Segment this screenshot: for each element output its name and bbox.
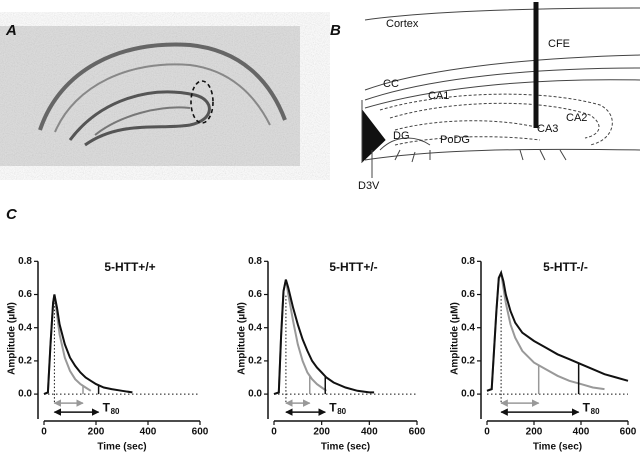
y-tick-label: 0.8 bbox=[18, 256, 32, 267]
x-tick-label: 200 bbox=[313, 427, 330, 438]
diagram-label: CC bbox=[383, 78, 399, 90]
y-tick-label: 0.6 bbox=[461, 289, 475, 300]
diagram-label: CA2 bbox=[566, 112, 587, 124]
y-tick-label: 0.0 bbox=[18, 389, 32, 400]
y-axis-label: Amplitude (μM) bbox=[237, 302, 248, 375]
x-tick-label: 400 bbox=[573, 427, 590, 438]
diagram-label: PoDG bbox=[440, 134, 470, 146]
annotation-subscript: 80 bbox=[337, 407, 346, 416]
y-tick-label: 0.2 bbox=[18, 356, 32, 367]
chart-title: 5-HTT+/+ bbox=[104, 260, 155, 274]
series-line bbox=[486, 269, 629, 392]
y-tick-label: 0.6 bbox=[18, 289, 32, 300]
annotation-subscript: 80 bbox=[591, 407, 600, 416]
x-axis-label: Time (sec) bbox=[97, 442, 146, 453]
panel-b-diagram bbox=[361, 2, 640, 178]
y-tick-label: 0.8 bbox=[248, 256, 262, 267]
annotation: T bbox=[103, 400, 111, 414]
diagram-label: CA1 bbox=[428, 90, 449, 102]
chart-title: 5-HTT+/- bbox=[329, 260, 377, 274]
x-tick-label: 200 bbox=[88, 427, 105, 438]
chart: 5-HTT+/- Amplitude (μM) Time (sec) 0.0 0.2 0.… bbox=[237, 256, 426, 453]
y-axis-label: Amplitude (μM) bbox=[7, 302, 18, 375]
x-tick-label: 0 bbox=[41, 427, 47, 438]
x-tick-label: 0 bbox=[484, 427, 490, 438]
chart: 5-HTT+/+ Amplitude (μM) Time (sec) 0.0 0.2 0.… bbox=[7, 256, 209, 453]
chart: 5-HTT-/- Amplitude (μM) Time (sec) 0.0 0.2 0.… bbox=[450, 256, 637, 453]
chart-title: 5-HTT-/- bbox=[543, 260, 588, 274]
series-line bbox=[43, 294, 133, 396]
y-tick-label: 0.0 bbox=[248, 389, 262, 400]
diagram-label: CA3 bbox=[537, 123, 558, 135]
y-tick-label: 0.8 bbox=[461, 256, 475, 267]
x-tick-label: 0 bbox=[271, 427, 277, 438]
x-tick-label: 400 bbox=[361, 427, 378, 438]
diagram-label: D3V bbox=[358, 180, 380, 192]
x-tick-label: 200 bbox=[526, 427, 543, 438]
y-tick-label: 0.2 bbox=[461, 356, 475, 367]
x-tick-label: 600 bbox=[620, 427, 637, 438]
y-axis-label: Amplitude (μM) bbox=[450, 302, 461, 375]
x-tick-label: 400 bbox=[140, 427, 157, 438]
x-axis-label: Time (sec) bbox=[533, 442, 582, 453]
y-tick-label: 0.4 bbox=[18, 322, 32, 333]
panel-label: A bbox=[5, 22, 17, 39]
annotation: T bbox=[583, 400, 591, 414]
series-line bbox=[273, 279, 375, 396]
x-tick-label: 600 bbox=[409, 427, 426, 438]
panel-label: C bbox=[6, 206, 18, 223]
panel-label: B bbox=[330, 22, 341, 39]
panel-a-image bbox=[0, 26, 300, 166]
diagram-label: DG bbox=[393, 130, 410, 142]
diagram-label: Cortex bbox=[386, 18, 419, 30]
y-tick-label: 0.2 bbox=[248, 356, 262, 367]
annotation-subscript: 80 bbox=[111, 407, 120, 416]
x-tick-label: 600 bbox=[192, 427, 209, 438]
y-tick-label: 0.4 bbox=[461, 322, 475, 333]
x-axis-label: Time (sec) bbox=[321, 442, 370, 453]
diagram-label: CFE bbox=[548, 38, 570, 50]
annotation: T bbox=[329, 400, 337, 414]
y-tick-label: 0.0 bbox=[461, 389, 475, 400]
y-tick-label: 0.6 bbox=[248, 289, 262, 300]
y-tick-label: 0.4 bbox=[248, 322, 262, 333]
